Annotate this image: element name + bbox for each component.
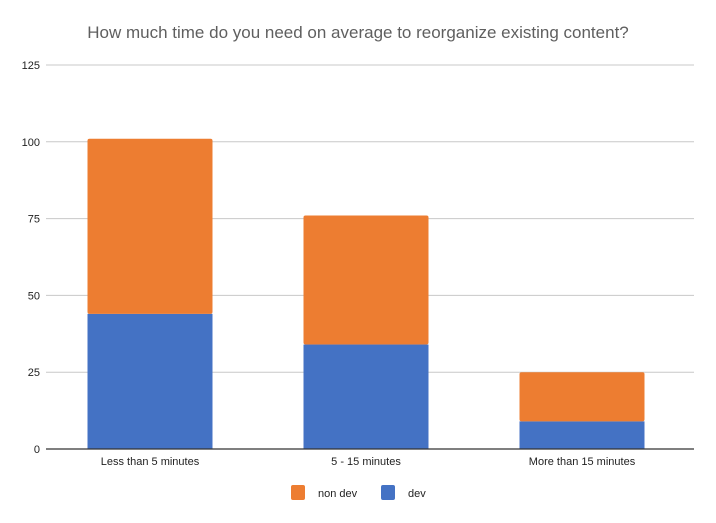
bar-non-dev-1: [303, 215, 429, 345]
y-tick-label: 0: [34, 444, 40, 456]
x-category-label: More than 15 minutes: [529, 456, 636, 468]
y-axis-ticks: 0 25 50 75 100 125: [22, 60, 40, 456]
bars: [87, 138, 645, 449]
y-tick-label: 100: [22, 137, 40, 149]
y-tick-label: 125: [22, 60, 40, 72]
legend: non dev dev: [291, 485, 426, 500]
legend-swatch-dev: [381, 485, 395, 500]
bar-non-dev-0: [87, 138, 213, 314]
legend-label-non-dev: non dev: [318, 488, 358, 500]
bar-dev-2: [519, 421, 645, 449]
x-axis-labels: Less than 5 minutes 5 - 15 minutes More th…: [101, 456, 636, 468]
bar-dev-1: [303, 344, 429, 449]
bar-dev-0: [87, 313, 213, 449]
y-tick-label: 25: [28, 367, 40, 379]
y-tick-label: 50: [28, 290, 40, 302]
y-tick-label: 75: [28, 214, 40, 226]
x-category-label: Less than 5 minutes: [101, 456, 200, 468]
bar-non-dev-2: [519, 372, 645, 422]
chart-title: How much time do you need on average to …: [87, 23, 629, 42]
x-category-label: 5 - 15 minutes: [331, 456, 401, 468]
legend-label-dev: dev: [408, 488, 426, 500]
legend-swatch-non-dev: [291, 485, 305, 500]
